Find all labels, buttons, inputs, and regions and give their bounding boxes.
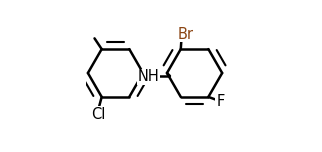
Text: NH: NH — [137, 69, 159, 84]
Text: F: F — [216, 94, 224, 109]
Text: Cl: Cl — [91, 107, 106, 122]
Text: Br: Br — [178, 27, 194, 42]
